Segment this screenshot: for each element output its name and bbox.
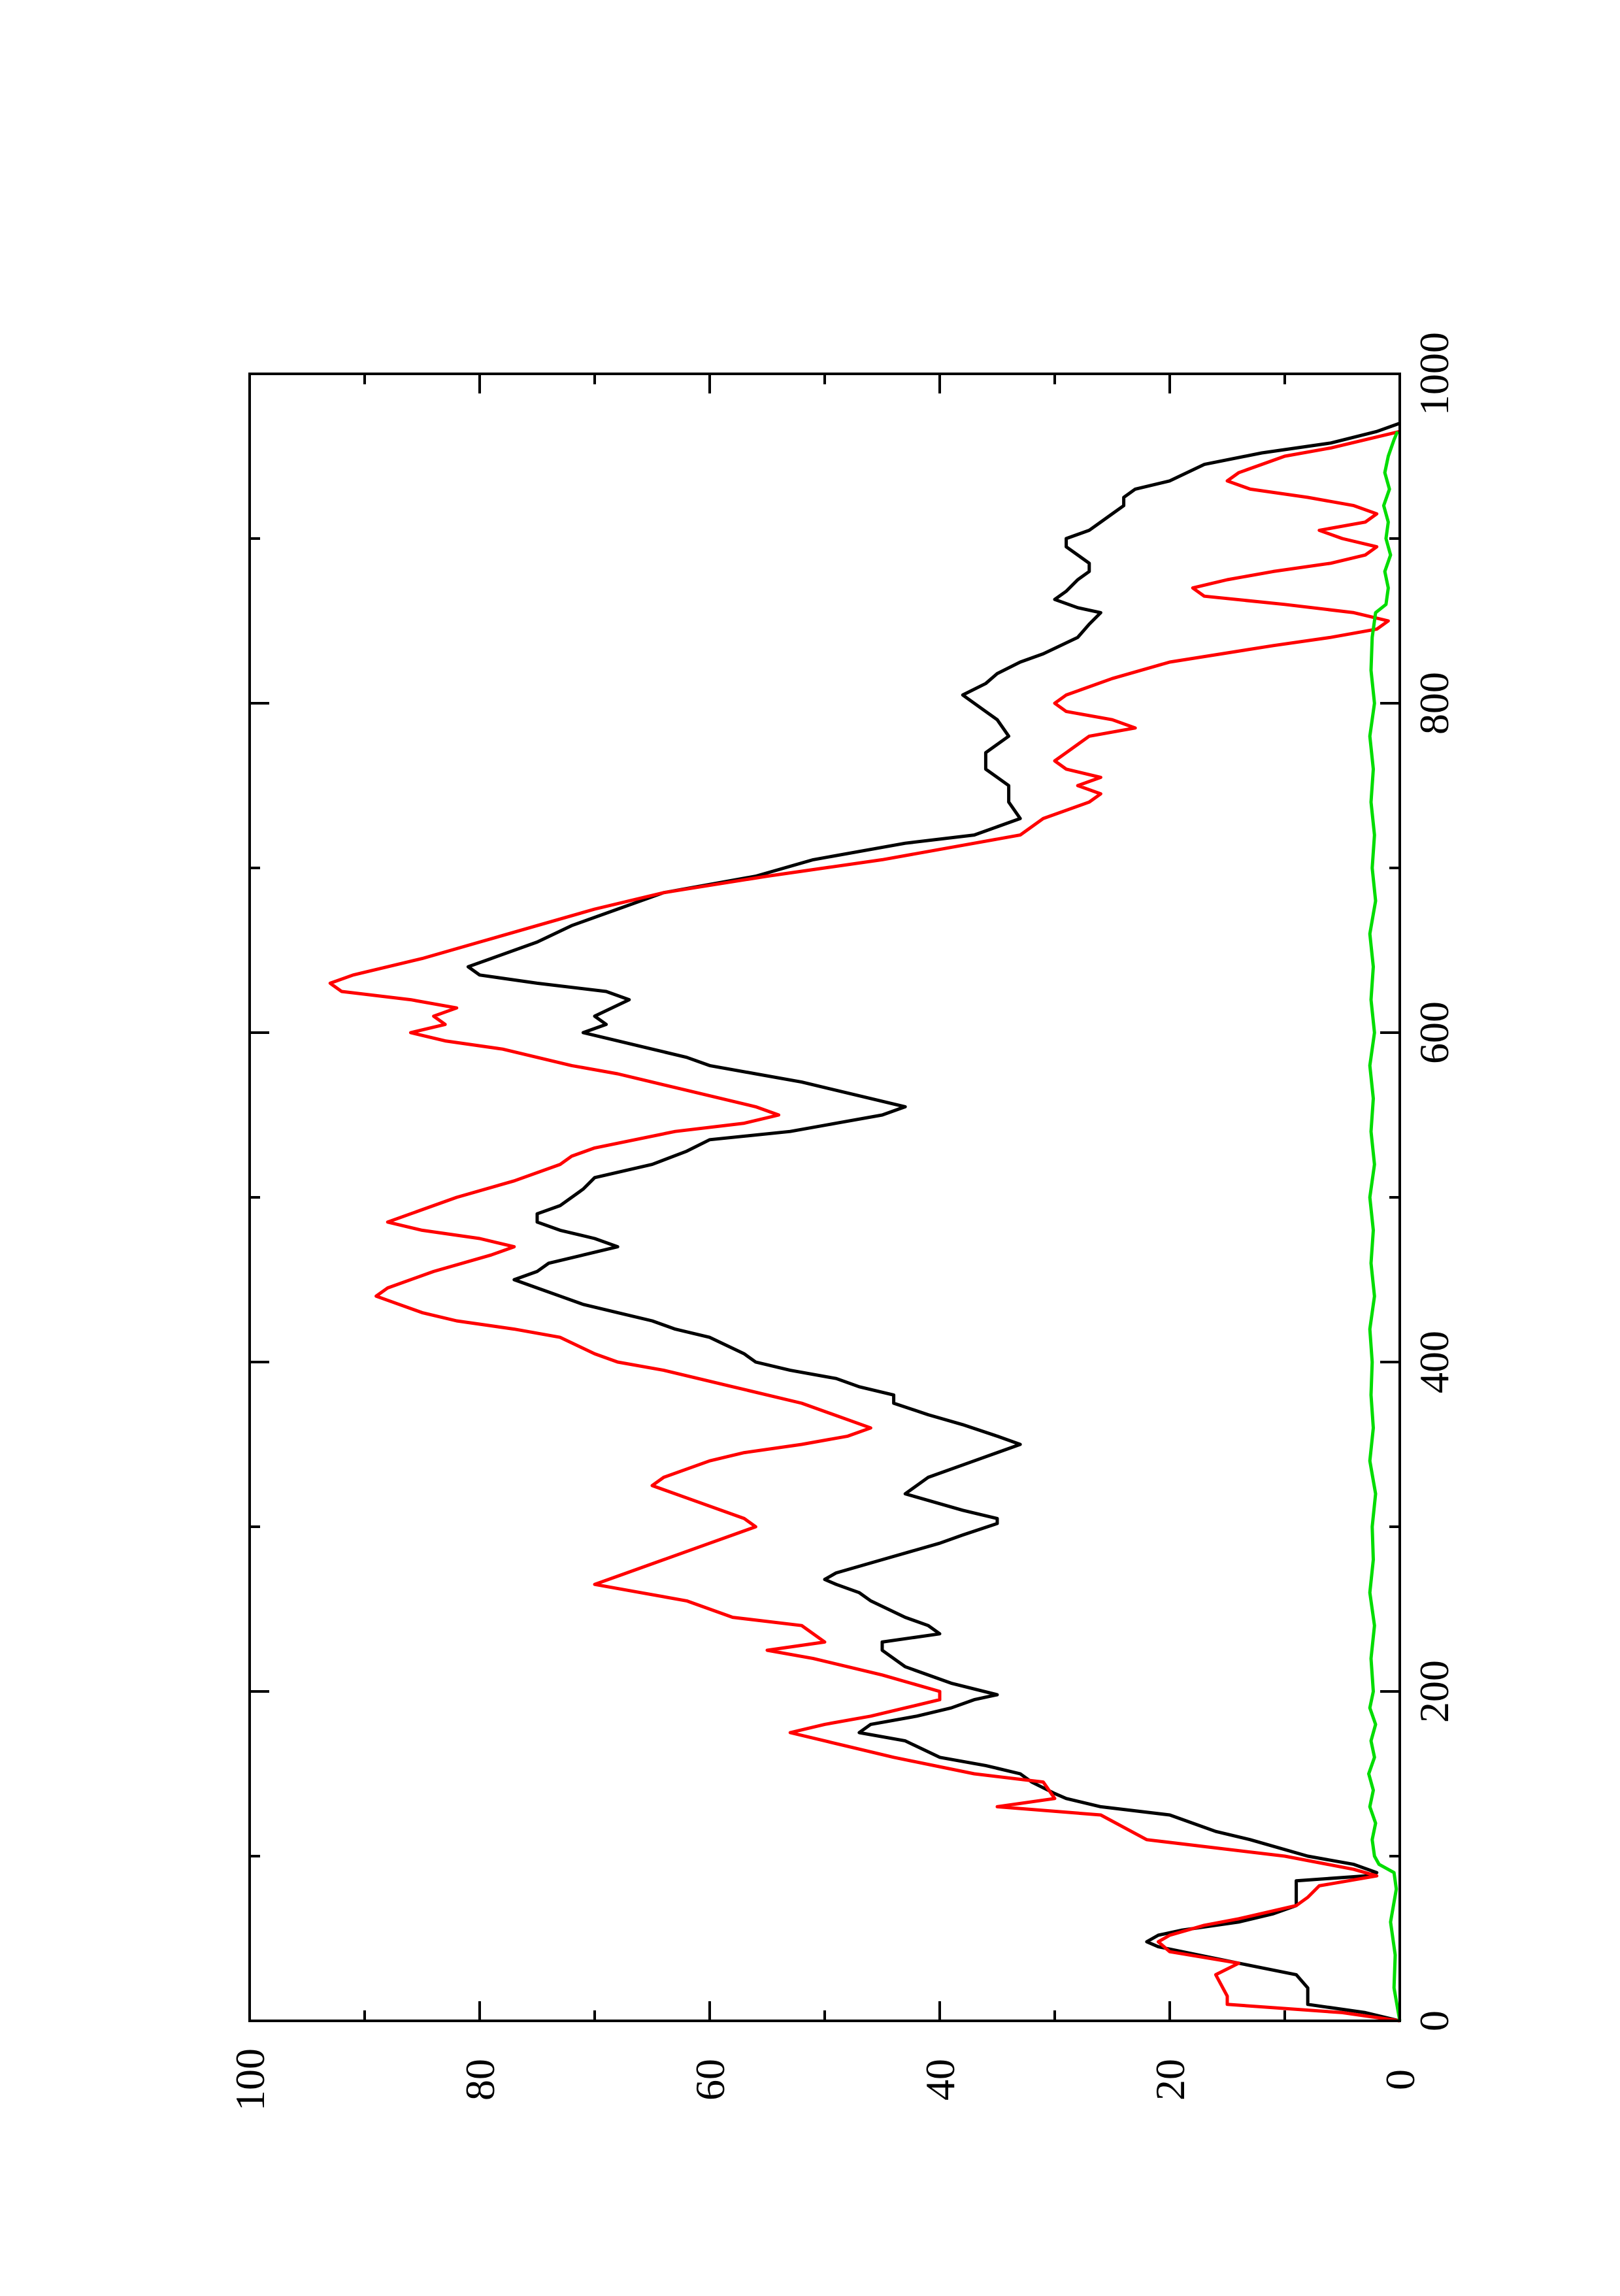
series-line-1 xyxy=(466,422,1400,2023)
x-tick-label-200: 200 xyxy=(1411,1660,1457,1723)
x-tick-label-1000: 1000 xyxy=(1411,332,1457,416)
y-tick-label-0: 0 xyxy=(1377,2069,1423,2090)
ticks-layer xyxy=(248,373,1401,2022)
plot-frame xyxy=(248,373,1401,2022)
series-line-2 xyxy=(328,429,1400,2023)
y-tick-label-40: 40 xyxy=(917,2059,963,2101)
y-tick-label-60: 60 xyxy=(687,2059,733,2101)
y-tick-label-20: 20 xyxy=(1147,2059,1193,2101)
series-layer xyxy=(328,422,1402,2023)
tick-labels-layer: 0 200 400 600 800 1000 0 20 40 60 80 100 xyxy=(227,332,1457,2111)
x-tick-label-600: 600 xyxy=(1411,1001,1457,1064)
x-tick-label-800: 800 xyxy=(1411,672,1457,735)
series-line-3 xyxy=(1367,431,1402,2021)
y-tick-label-80: 80 xyxy=(457,2059,503,2101)
x-tick-label-400: 400 xyxy=(1411,1331,1457,1393)
x-tick-label-0: 0 xyxy=(1411,2010,1457,2031)
y-tick-label-100: 100 xyxy=(227,2048,273,2111)
